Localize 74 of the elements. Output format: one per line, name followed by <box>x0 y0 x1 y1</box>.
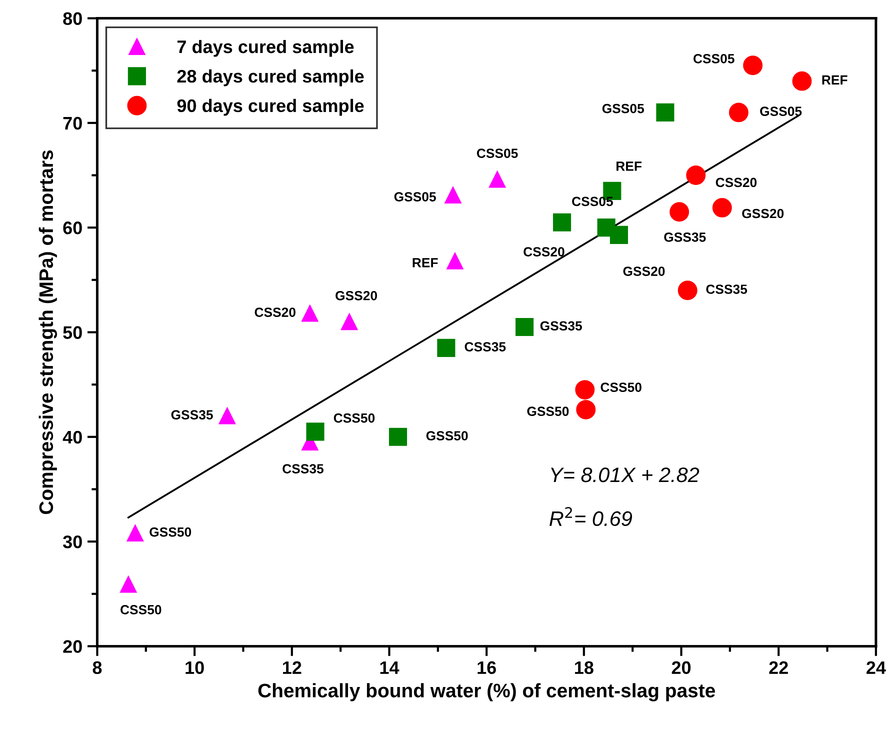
point <box>341 313 358 330</box>
annotation: GSS50 <box>150 527 192 537</box>
y-tick-label: 80 <box>63 12 82 25</box>
annotation: CSS35 <box>706 284 748 294</box>
point <box>712 198 732 218</box>
annotation: GSS50 <box>426 431 468 440</box>
x-axis-title: Chemically bound water (%) of cement-slag paste <box>258 683 715 702</box>
y-tick-label: 20 <box>63 640 82 653</box>
point <box>552 213 572 232</box>
point <box>302 305 318 322</box>
annotation: REF <box>616 162 642 171</box>
annotation: CSS05 <box>572 196 613 206</box>
point <box>576 400 596 420</box>
x-tick-label: 24 <box>866 661 886 674</box>
annotation: CSS50 <box>600 382 642 392</box>
annotation: CSS35 <box>464 342 506 352</box>
y-tick-label: 40 <box>62 430 82 444</box>
annotation: CSS05 <box>476 148 518 158</box>
x-tick-label: 18 <box>575 661 594 674</box>
point <box>218 408 236 424</box>
legend-label: 7 days cured sample <box>177 40 354 57</box>
point <box>516 318 534 336</box>
point <box>678 280 698 300</box>
annotation: CSS20 <box>716 178 757 188</box>
x-tick-label: 16 <box>478 661 496 674</box>
annotation: CSS20 <box>254 308 296 317</box>
x-tick-label: 8 <box>92 661 102 674</box>
point <box>610 226 628 244</box>
x-tick-label: 22 <box>769 661 788 674</box>
annotation: GSS20 <box>742 208 784 218</box>
y-axis-title: Compressive strength (MPa) of mortars <box>38 150 58 514</box>
annotation: CSS35 <box>282 464 324 474</box>
annotation: GSS35 <box>664 232 706 242</box>
annotation: GSS50 <box>527 406 569 416</box>
x-tick-label: 20 <box>672 661 691 674</box>
x-tick-label: 14 <box>380 661 400 674</box>
point <box>728 102 748 122</box>
point <box>444 186 462 204</box>
legend-label: 28 days cured sample <box>177 69 364 86</box>
annotation: CSS20 <box>524 247 564 256</box>
annotation: GSS05 <box>760 106 802 116</box>
point <box>126 524 144 542</box>
legend-label: 90 days cured sample <box>177 98 364 116</box>
y-tick-label: 30 <box>62 535 82 548</box>
point <box>120 576 137 593</box>
point <box>306 422 324 441</box>
point <box>446 252 464 270</box>
point <box>575 380 595 400</box>
annotation: GSS35 <box>540 321 582 331</box>
y-tick-label: 70 <box>63 116 82 130</box>
annotation: CSS50 <box>334 413 375 423</box>
x-tick-label: 10 <box>186 661 204 674</box>
point <box>437 338 456 357</box>
annotation: GSS20 <box>623 266 665 276</box>
point <box>670 202 690 222</box>
x-tick-label: 12 <box>283 661 302 674</box>
point <box>686 166 706 185</box>
y-tick-label: 50 <box>63 326 82 339</box>
point <box>488 171 506 188</box>
point <box>743 56 763 76</box>
point <box>388 428 408 446</box>
annotation: GSS35 <box>171 410 213 420</box>
point <box>656 103 674 122</box>
annotation: CSS05 <box>693 54 734 64</box>
annotation: GSS20 <box>336 290 378 300</box>
annotation: CSS50 <box>120 605 162 614</box>
y-tick-label: 60 <box>63 222 82 234</box>
annotation: REF <box>412 258 438 268</box>
annotation: R$^{2}$= 0.69 <box>550 507 632 526</box>
point <box>792 71 812 91</box>
annotation: GSS05 <box>602 104 644 114</box>
annotation: REF <box>822 75 848 84</box>
annotation: Y= 8.01X + 2.82 <box>551 468 700 482</box>
annotation: GSS05 <box>394 192 436 202</box>
